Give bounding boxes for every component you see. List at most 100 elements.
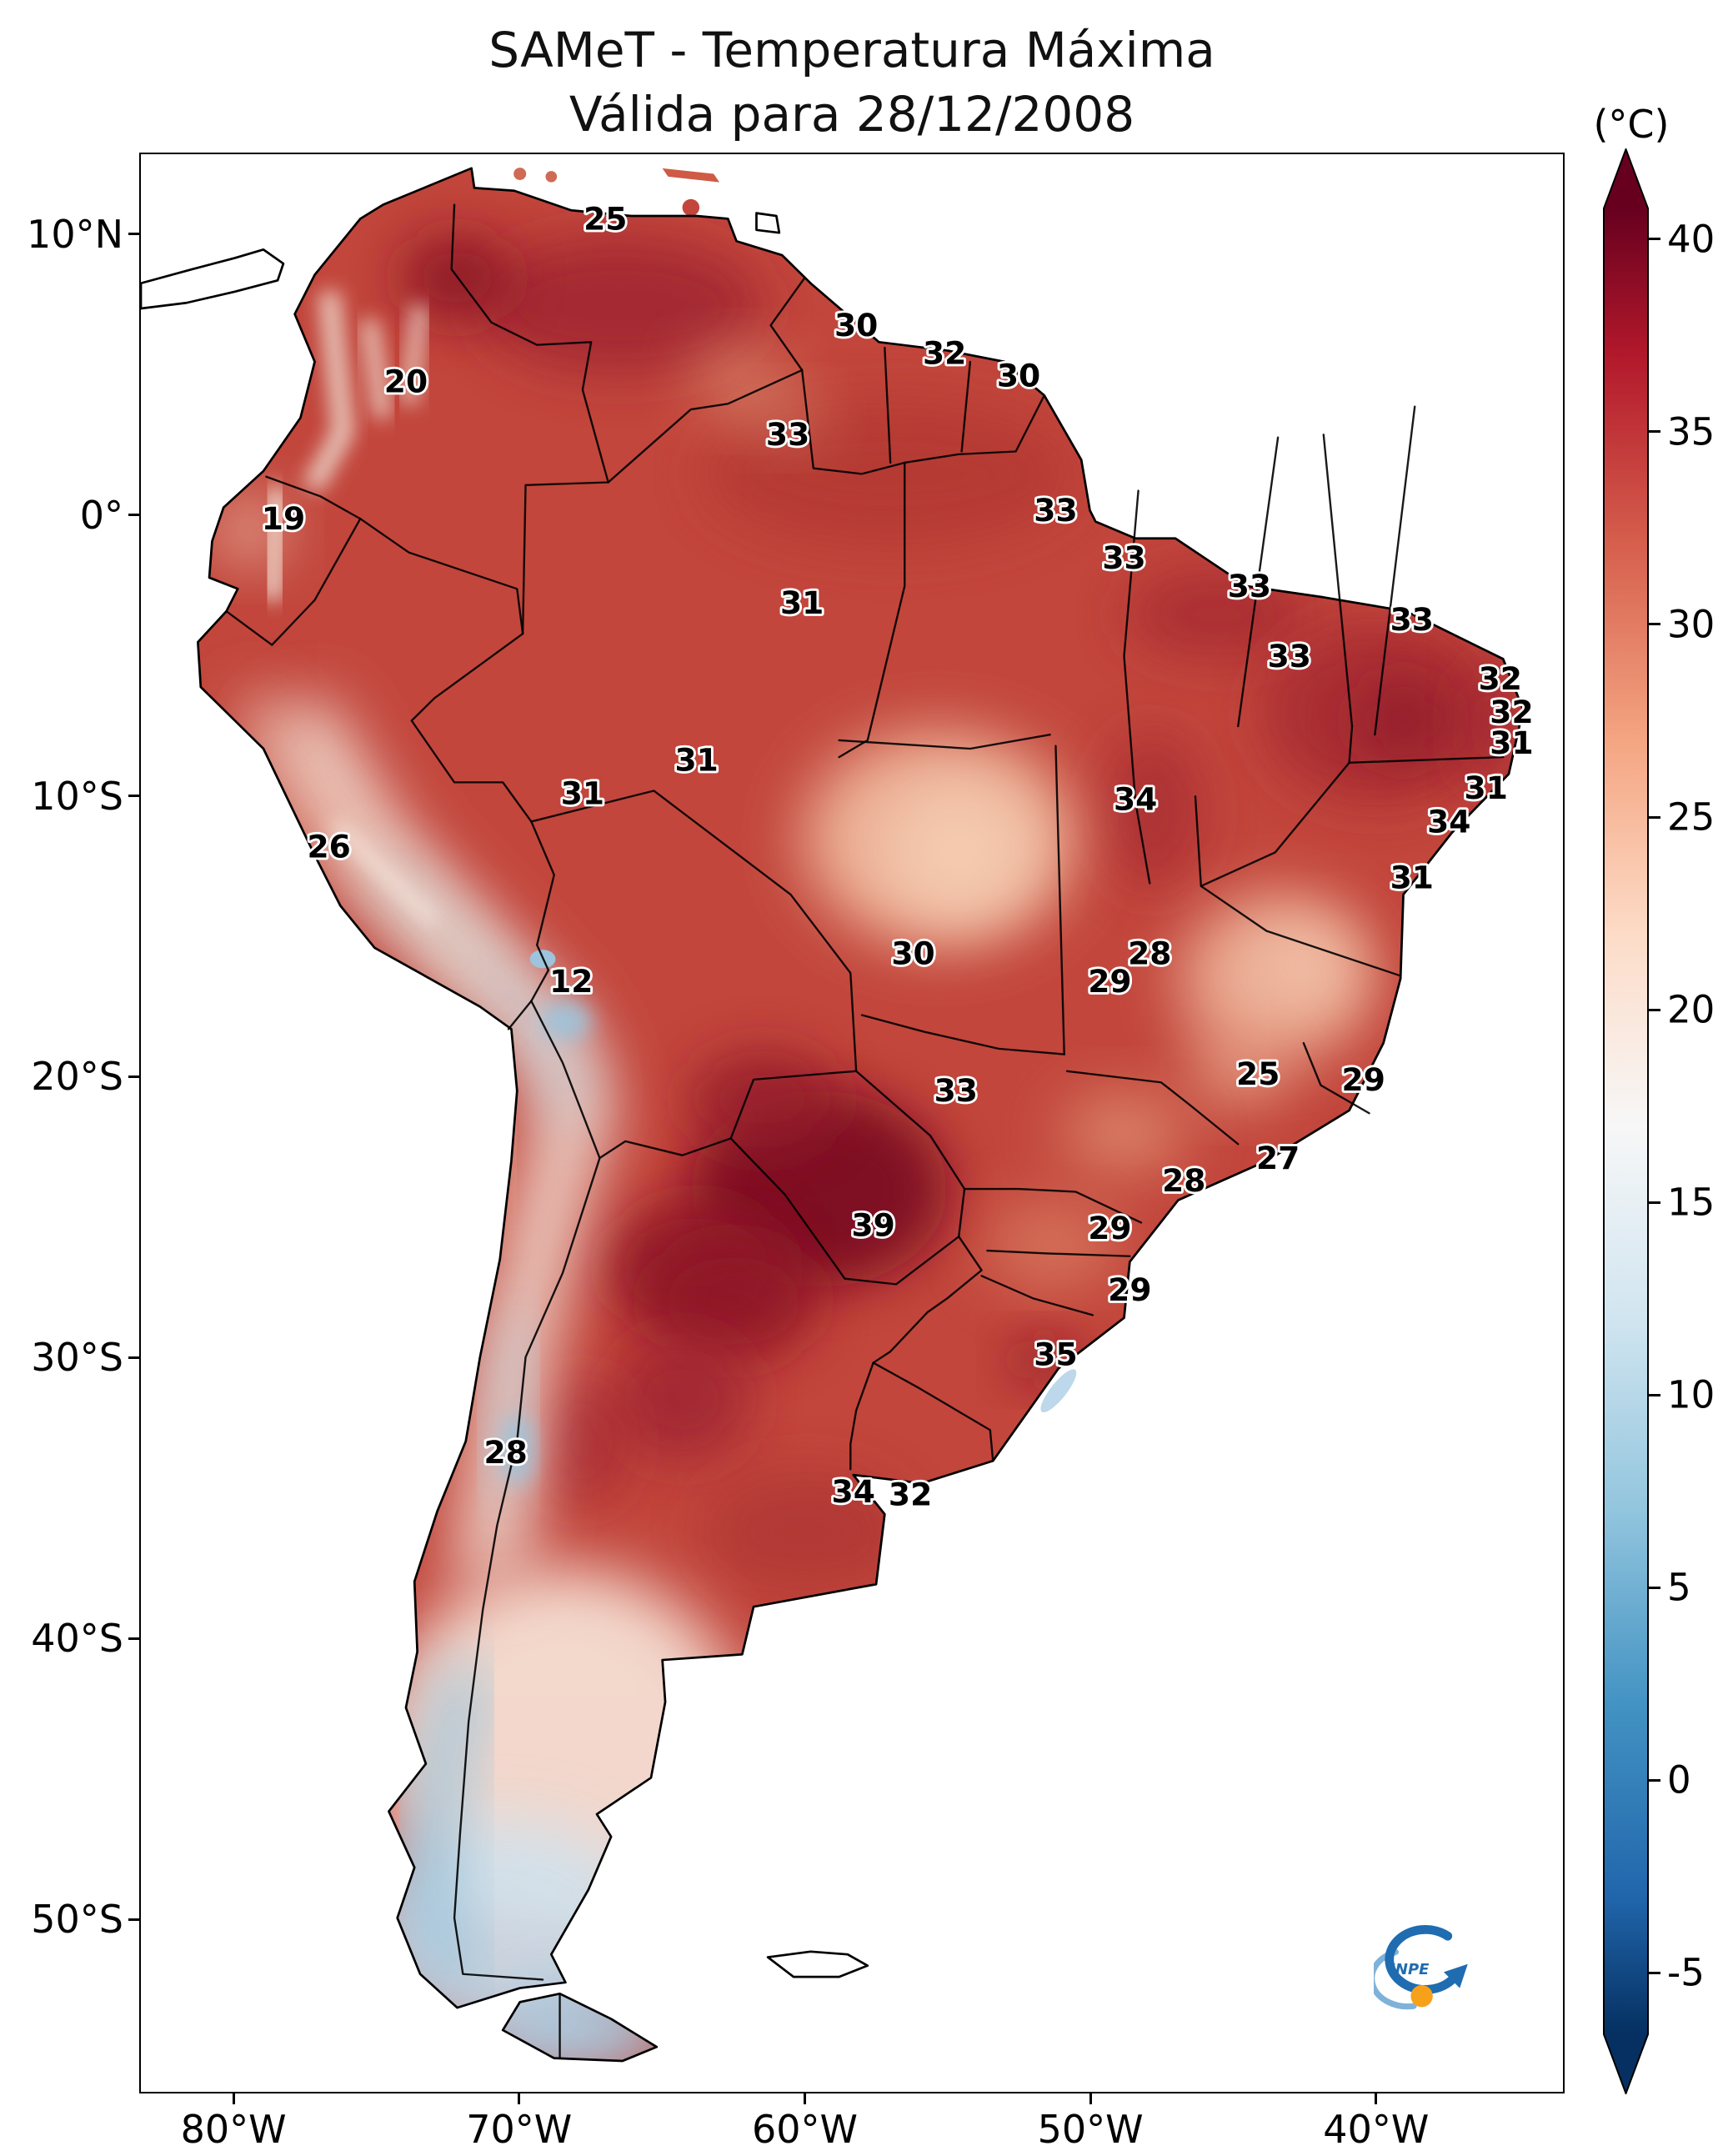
temperature-value-label: 34 <box>1114 781 1157 818</box>
y-tick-mark <box>128 1356 139 1359</box>
temperature-value-label: 34 <box>1427 804 1470 840</box>
caribbean-islands <box>662 168 720 183</box>
panama-isthmus <box>141 248 285 310</box>
plot-area: 25 30 32 30 20 33 19 33 33 33 31 33 33 32 32 31 31 31 34 31… <box>139 153 1565 2093</box>
country-state-borders <box>225 203 1505 2059</box>
temperature-value-label: 20 <box>384 364 428 400</box>
colorbar-tick-mark <box>1649 815 1660 819</box>
colorbar-tick-label: 15 <box>1667 1180 1715 1225</box>
temperature-value-label: 26 <box>307 829 350 865</box>
temperature-value-label: 32 <box>1490 694 1533 730</box>
x-tick-label: 40°W <box>1323 2107 1430 2152</box>
temperature-field <box>198 168 1524 2062</box>
temperature-value-label: 29 <box>1342 1061 1385 1098</box>
temperature-value-label: 33 <box>1034 492 1077 529</box>
colorbar-gradient-body <box>1603 208 1649 2034</box>
temperature-value-label: 32 <box>1479 660 1522 697</box>
x-tick-label: 60°W <box>751 2107 858 2152</box>
y-tick-label: 50°S <box>31 1897 123 1943</box>
x-tick-label: 70°W <box>466 2107 573 2152</box>
colorbar-tick-label: 35 <box>1667 409 1715 454</box>
temperature-value-label: 31 <box>1390 860 1434 896</box>
temperature-value-label: 33 <box>1390 601 1434 638</box>
colorbar-tick-mark <box>1649 623 1660 626</box>
colorbar-tick-label: 20 <box>1667 987 1715 1032</box>
title-line1: SAMeT - Temperatura Máxima <box>488 22 1215 78</box>
margarita-island <box>682 198 700 216</box>
colorbar-tick-mark <box>1649 1393 1660 1396</box>
x-tick-mark <box>1375 2093 1378 2104</box>
temperature-value-label: 28 <box>483 1434 527 1471</box>
y-tick-mark <box>128 795 139 797</box>
temperature-value-label: 29 <box>1088 963 1131 1000</box>
temperature-value-label: 33 <box>1102 539 1145 576</box>
colorbar-tick-mark <box>1649 1586 1660 1589</box>
temperature-value-label: 19 <box>262 500 305 537</box>
x-tick-mark <box>1089 2093 1092 2104</box>
temperature-value-label: 33 <box>766 417 809 454</box>
y-tick-label: 30°S <box>31 1335 123 1381</box>
x-tick-label: 50°W <box>1037 2107 1144 2152</box>
y-tick-mark <box>128 1075 139 1078</box>
colorbar-outline <box>1603 148 1649 2094</box>
temperature-value-label: 31 <box>780 584 824 621</box>
colorbar <box>1603 148 1649 2094</box>
y-tick-label: 20°S <box>31 1054 123 1100</box>
temperature-value-label: 31 <box>1465 770 1508 806</box>
curacao-island <box>513 168 527 180</box>
inpe-logo: INPE <box>1369 1922 1484 2018</box>
temperature-value-label: 31 <box>561 775 604 812</box>
temperature-value-label: 12 <box>549 963 593 1000</box>
colorbar-tick-mark <box>1649 1778 1660 1782</box>
y-tick-mark <box>128 514 139 517</box>
islands <box>141 168 869 1978</box>
y-tick-label: 10°S <box>31 773 123 819</box>
y-tick-label: 0° <box>79 492 123 538</box>
temperature-value-label: 30 <box>834 307 878 343</box>
temperature-value-label: 33 <box>934 1073 978 1110</box>
colorbar-tick-mark <box>1649 430 1660 434</box>
colorbar-tick-mark <box>1649 1008 1660 1011</box>
y-tick-label: 10°N <box>27 211 123 257</box>
x-tick-mark <box>518 2093 521 2104</box>
coastlines <box>197 167 1525 2063</box>
inpe-logo-text: INPE <box>1390 1961 1430 1978</box>
colorbar-unit-label: (°C) <box>1593 102 1670 147</box>
temperature-value-label: 32 <box>923 335 966 372</box>
logo-swirl-arc <box>1385 1925 1459 1994</box>
temperature-value-label: 27 <box>1256 1140 1300 1176</box>
temperature-value-label: 32 <box>889 1477 932 1513</box>
temperature-value-label: 35 <box>1034 1336 1077 1373</box>
colorbar-extend-min <box>1603 2034 1649 2094</box>
y-tick-mark <box>128 1637 139 1640</box>
colorbar-tick-label: 0 <box>1667 1757 1691 1803</box>
x-tick-label: 80°W <box>180 2107 287 2152</box>
temperature-value-label: 25 <box>1236 1055 1280 1092</box>
temperature-value-label: 31 <box>675 742 719 779</box>
colorbar-tick-label: 5 <box>1667 1565 1691 1610</box>
logo-orange-sphere <box>1410 1985 1433 2008</box>
colorbar-tick-label: 40 <box>1667 217 1715 262</box>
trinidad-island <box>755 212 781 234</box>
colorbar-tick-mark <box>1649 1201 1660 1204</box>
temperature-value-label: 33 <box>1228 568 1271 604</box>
x-tick-mark <box>232 2093 235 2104</box>
temperature-value-label: 28 <box>1162 1162 1205 1199</box>
temperature-value-label: 30 <box>891 935 934 972</box>
y-tick-mark <box>128 233 139 236</box>
temperature-value-label: 29 <box>1108 1271 1151 1308</box>
chart-title: SAMeT - Temperatura Máxima Válida para 2… <box>139 18 1565 146</box>
temperature-value-label: 34 <box>832 1473 875 1510</box>
title-line2: Válida para 28/12/2008 <box>568 85 1135 143</box>
temperature-value-label: 30 <box>997 358 1040 394</box>
temperature-value-label: 39 <box>851 1207 894 1244</box>
colorbar-tick-label: 10 <box>1667 1372 1715 1417</box>
colorbar-tick-label: 25 <box>1667 795 1715 840</box>
temperature-value-label: 25 <box>584 201 627 238</box>
lagoa-dos-patos <box>1040 1369 1077 1413</box>
temperature-value-label: 28 <box>1128 935 1171 972</box>
colorbar-tick-mark <box>1649 238 1660 241</box>
y-tick-mark <box>128 1918 139 1921</box>
colorbar-extend-max <box>1603 148 1649 208</box>
